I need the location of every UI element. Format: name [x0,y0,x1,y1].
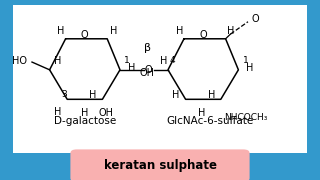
Text: H: H [127,63,135,73]
Text: 1: 1 [243,56,248,65]
Text: O: O [145,65,153,75]
Text: O: O [81,30,89,40]
FancyBboxPatch shape [70,149,250,180]
Text: H: H [227,26,234,36]
Text: OH: OH [140,68,155,78]
Text: O: O [199,30,207,40]
Text: H: H [172,90,180,100]
Text: β: β [144,43,151,53]
Bar [13,5,307,153]
Text: H: H [175,26,183,36]
Text: H: H [246,63,253,73]
Text: GlcNAc-6-sulfate: GlcNAc-6-sulfate [166,116,253,126]
Text: HO: HO [12,55,27,66]
Text: H: H [57,26,65,36]
Text: H: H [81,108,89,118]
Text: keratan sulphate: keratan sulphate [103,159,217,172]
Text: H: H [54,107,61,117]
Text: 3: 3 [61,90,67,99]
Text: NHCOCH₃: NHCOCH₃ [224,113,268,122]
Text: H: H [89,90,97,100]
Text: O: O [251,14,259,24]
Text: H: H [159,55,167,66]
Text: H: H [207,90,215,100]
Text: H: H [198,108,205,118]
Text: H: H [110,26,117,36]
Text: D-galactose: D-galactose [54,116,116,126]
Text: 1: 1 [124,56,130,65]
Text: H: H [54,55,61,66]
Text: OH: OH [98,108,113,118]
Text: 4: 4 [170,56,176,65]
